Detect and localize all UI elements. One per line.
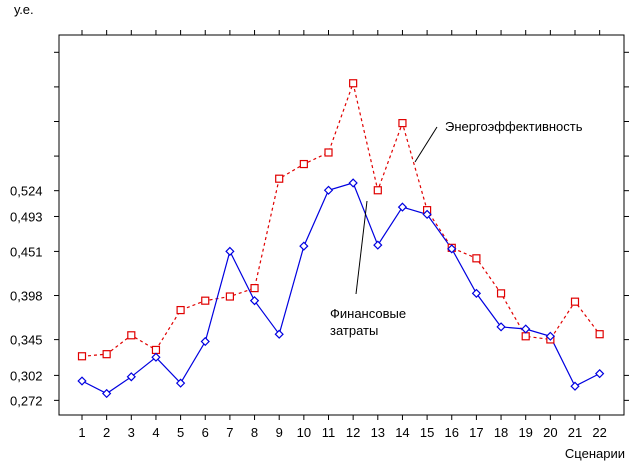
x-tick-label: 14	[395, 425, 409, 440]
energy-efficiency-point	[102, 350, 111, 359]
financial-costs-point	[102, 388, 112, 399]
financial-costs-point	[348, 178, 358, 188]
financial-costs-point	[151, 352, 161, 362]
x-axis-title: Сценарии	[564, 446, 625, 461]
x-tick-label: 9	[276, 425, 283, 440]
financial-costs-point	[595, 368, 605, 379]
finance-callout-line	[355, 200, 368, 295]
x-tick-label: 2	[103, 425, 110, 440]
x-tick-label: 6	[202, 425, 209, 440]
y-tick-label: 0,451	[10, 244, 43, 259]
plot-frame	[58, 34, 625, 416]
x-axis: 1 2 3 4 5 6 7 8 9 10 11 12 13 14 15 16 17 18 19 20 21 22	[78, 30, 607, 440]
energy-efficiency-point	[373, 186, 382, 195]
energy-efficiency-point	[595, 330, 604, 339]
energy-efficiency-point	[77, 352, 87, 361]
financial-costs-point	[521, 324, 531, 334]
financial-costs-point	[471, 288, 482, 299]
x-tick-label: 8	[251, 425, 258, 440]
financial-costs-point	[77, 376, 87, 386]
x-tick-label: 20	[543, 425, 557, 440]
series-markers	[77, 79, 605, 399]
financial-costs-point	[323, 185, 334, 195]
x-tick-label: 13	[371, 425, 385, 440]
x-tick-label: 12	[346, 425, 360, 440]
finance-annotation-line-1: Финансовые	[330, 306, 406, 321]
energy-efficiency-point	[496, 289, 506, 298]
financial-costs-point	[545, 331, 555, 341]
y-tick-label: 0,272	[10, 393, 43, 408]
x-tick-label: 1	[78, 425, 85, 440]
y-tick-label: 0,493	[10, 209, 43, 224]
y-axis: 0,272 0,302 0,345 0,398 0,451 0,493 0,524	[10, 51, 629, 408]
financial-costs-point	[447, 244, 457, 254]
energy-efficiency-point	[521, 332, 530, 341]
energy-efficiency-point	[472, 254, 481, 263]
x-tick-label: 5	[177, 425, 184, 440]
financial-costs-point	[397, 202, 408, 212]
energy-efficiency-point	[176, 305, 185, 315]
financial-costs-point	[225, 246, 235, 256]
y-tick-label: 0,302	[10, 368, 43, 383]
x-tick-label: 16	[445, 425, 459, 440]
financial-costs-point	[373, 240, 383, 250]
series-line-financial-costs	[81, 182, 600, 395]
energy-efficiency-point	[299, 159, 308, 169]
y-tick-label: 0,345	[10, 333, 43, 348]
series-lines	[81, 81, 601, 395]
energy-efficiency-point	[324, 148, 333, 157]
financial-costs-point	[200, 336, 210, 347]
x-tick-label: 11	[322, 425, 336, 440]
energy-efficiency-point	[398, 119, 407, 128]
financial-costs-point	[422, 209, 432, 220]
y-axis-unit-label: у.е.	[14, 2, 34, 17]
energy-efficiency-point	[275, 174, 284, 183]
financial-costs-point	[496, 322, 506, 332]
x-tick-label: 19	[518, 425, 532, 440]
x-tick-label: 3	[128, 425, 135, 440]
energy-callout-line	[414, 126, 438, 163]
finance-annotation-line-2: затраты	[330, 323, 378, 338]
financial-costs-point	[274, 329, 284, 339]
energy-efficiency-point	[225, 292, 234, 301]
energy-efficiency-point	[349, 79, 358, 88]
financial-costs-point	[249, 296, 260, 306]
y-tick-label: 0,524	[10, 184, 43, 199]
energy-annotation: Энергоэффективность	[445, 119, 583, 134]
financial-costs-point	[299, 241, 309, 251]
energy-efficiency-point	[201, 296, 210, 305]
financial-costs-point	[570, 381, 580, 391]
x-tick-label: 4	[152, 425, 159, 440]
x-tick-label: 7	[226, 425, 233, 440]
x-tick-label: 10	[297, 425, 311, 440]
energy-efficiency-point	[127, 331, 136, 340]
x-tick-label: 17	[469, 425, 483, 440]
x-tick-label: 21	[568, 425, 582, 440]
financial-costs-point	[175, 378, 186, 388]
energy-efficiency-point	[570, 297, 580, 306]
energy-efficiency-point	[151, 345, 161, 355]
x-tick-label: 22	[592, 425, 606, 440]
x-tick-label: 18	[494, 425, 508, 440]
y-tick-label: 0,398	[10, 289, 43, 304]
x-tick-label: 15	[420, 425, 434, 440]
financial-costs-point	[126, 372, 136, 382]
energy-efficiency-point	[250, 284, 259, 293]
